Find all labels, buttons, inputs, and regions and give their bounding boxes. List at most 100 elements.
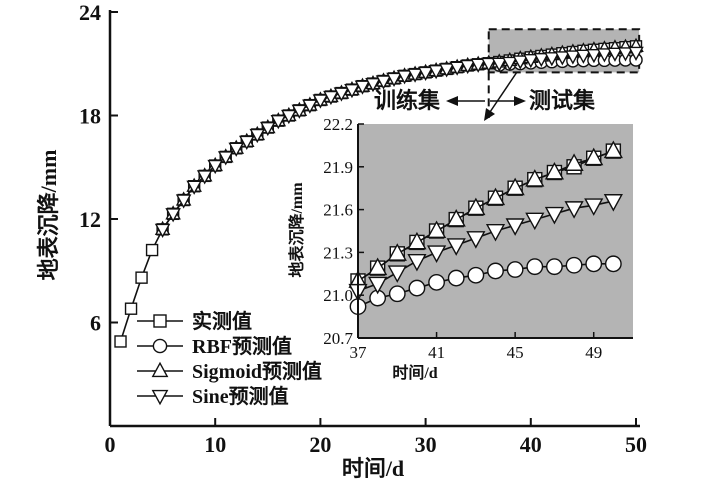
legend-item: RBF预测值 <box>137 334 292 358</box>
test-arrow <box>490 96 526 106</box>
series-circle <box>349 255 622 316</box>
triangle-down-point <box>291 104 308 119</box>
triangle-down-point <box>249 128 266 144</box>
triangle-down-point <box>302 99 318 114</box>
triangle-up-point <box>387 243 407 261</box>
triangle-down-point <box>428 64 444 80</box>
triangle-down-point <box>586 48 602 64</box>
y-tick-label: 12 <box>79 207 101 232</box>
triangle-down-point <box>617 47 634 62</box>
triangle-down-point <box>544 206 565 225</box>
triangle-up-point <box>485 187 506 206</box>
legend-label: Sine预测值 <box>192 384 289 408</box>
legend-square-icon <box>153 314 167 328</box>
legend-item: Sine预测值 <box>137 384 289 408</box>
circle-point <box>408 279 426 297</box>
triangle-up-point <box>407 231 427 250</box>
triangle-up-point <box>544 161 565 180</box>
circle-point <box>428 273 445 291</box>
legend-triangle-up-icon <box>151 361 169 378</box>
legend-label: RBF预测值 <box>192 334 292 358</box>
triangle-up-point <box>584 147 604 166</box>
triangle-down-point <box>470 58 486 73</box>
triangle-down-point <box>333 87 350 102</box>
inset-x-tick-label: 41 <box>428 343 445 362</box>
circle-point <box>526 258 544 276</box>
triangle-down-point <box>175 194 192 209</box>
circle-point <box>388 285 406 303</box>
triangle-down-point <box>533 52 550 68</box>
triangle-down-point <box>505 218 525 236</box>
main-plot: 0 10 20 30 40 50 6 12 18 24 时间/d 地表沉降/mm 训练集 测试集 <box>36 0 647 481</box>
inset-y-tick-label: 21.0 <box>323 286 353 305</box>
triangle-down-point <box>154 223 171 238</box>
inset-y-tick-label: 22.2 <box>323 115 353 134</box>
triangle-down-point <box>365 77 381 93</box>
triangle-down-point <box>575 49 592 64</box>
y-axis-label: 地表沉降/mm <box>36 150 61 281</box>
triangle-up-point <box>446 209 466 227</box>
inset-y-axis-label: 地表沉降/mm <box>287 182 306 278</box>
legend-label: 实测值 <box>192 309 252 333</box>
square-point <box>114 335 127 348</box>
triangle-down-point <box>407 253 427 272</box>
triangle-down-point <box>312 94 329 109</box>
circle-point <box>487 262 504 280</box>
triangle-down-point <box>480 57 497 73</box>
circle-point <box>546 258 563 276</box>
triangle-down-point <box>238 135 255 150</box>
triangle-down-point <box>512 55 529 70</box>
x-axis-label: 时间/d <box>342 456 404 481</box>
triangle-down-point <box>459 59 476 75</box>
triangle-up-point <box>368 257 388 276</box>
inset-x-tick-label: 37 <box>350 343 368 362</box>
triangle-down-point <box>260 121 276 137</box>
circle-point <box>604 255 622 273</box>
inset-plot: 37 41 45 49 20.7 21.0 21.3 21.6 21.9 22.2 时间/d 地… <box>287 115 633 382</box>
series-triangle-down <box>154 46 644 238</box>
triangle-down-point <box>565 50 581 65</box>
triangle-down-point <box>525 212 545 231</box>
triangle-down-point <box>466 231 486 249</box>
x-tick-label: 10 <box>204 432 226 457</box>
triangle-down-point <box>491 57 508 72</box>
circle-point <box>467 266 485 284</box>
triangle-up-point <box>564 153 584 171</box>
circle-point <box>447 269 465 287</box>
triangle-down-point <box>368 276 388 295</box>
inset-y-tick-label: 21.9 <box>323 158 353 177</box>
train-arrow <box>446 96 485 106</box>
test-set-label: 测试集 <box>529 88 596 113</box>
triangle-up-point <box>603 140 623 159</box>
series-triangle-up <box>348 140 623 288</box>
triangle-down-point <box>417 66 434 81</box>
triangle-down-point <box>207 159 223 175</box>
train-set-label: 训练集 <box>374 88 441 113</box>
triangle-down-point <box>354 80 371 95</box>
legend-circle-icon <box>152 338 168 354</box>
x-tick-label: 50 <box>625 432 647 457</box>
triangle-down-point <box>387 265 407 283</box>
triangle-down-point <box>323 90 339 106</box>
square-point <box>135 271 148 284</box>
triangle-down-point <box>607 47 623 62</box>
triangle-down-point <box>603 194 623 212</box>
legend-item: 实测值 <box>137 309 252 333</box>
circle-point <box>565 256 583 274</box>
triangle-down-point <box>596 48 613 63</box>
inset-x-tick-label: 45 <box>507 343 524 362</box>
triangle-down-point <box>544 52 560 67</box>
triangle-down-point <box>564 201 584 219</box>
y-tick-label: 24 <box>79 0 101 25</box>
triangle-up-point <box>525 169 545 187</box>
inset-y-tick-label: 21.6 <box>323 201 353 220</box>
x-tick-label: 40 <box>520 432 542 457</box>
triangle-down-point <box>165 208 181 223</box>
y-tick-label: 6 <box>90 311 101 336</box>
triangle-down-point <box>270 115 287 130</box>
triangle-down-point <box>449 61 465 76</box>
legend-label: Sigmoid预测值 <box>192 359 322 383</box>
triangle-down-point <box>344 83 360 99</box>
triangle-down-point <box>485 223 506 242</box>
